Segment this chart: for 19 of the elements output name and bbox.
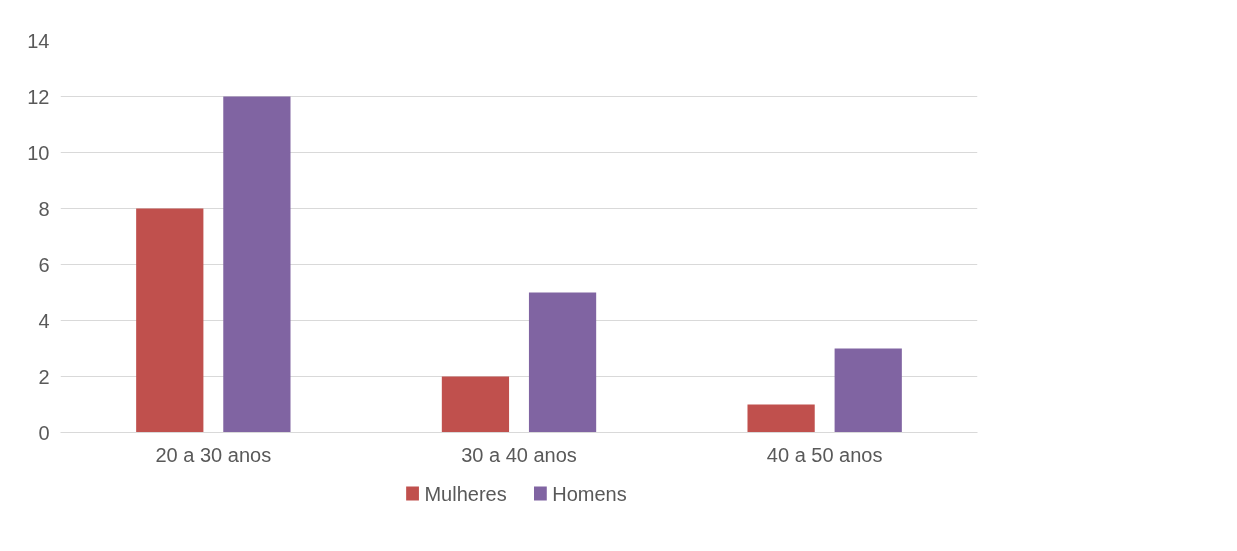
y-tick-label: 10: [27, 141, 50, 164]
bar: [528, 292, 597, 433]
x-tick-label: 40 a 50 anos: [766, 443, 883, 466]
legend-label: Mulheres: [424, 482, 507, 505]
bar: [441, 376, 510, 433]
y-tick-label: 12: [27, 85, 50, 108]
x-tick-label: 30 a 40 anos: [461, 443, 577, 466]
y-tick-label: 14: [27, 29, 50, 52]
y-tick-label: 4: [38, 309, 50, 332]
y-tick-label: 8: [38, 197, 50, 220]
legend-label: Homens: [552, 482, 627, 505]
bar: [223, 96, 291, 433]
y-tick-label: 2: [38, 365, 50, 388]
y-tick-label: 6: [38, 253, 50, 276]
y-tick-label: 0: [38, 421, 50, 444]
bar: [834, 348, 902, 433]
bar: [136, 208, 204, 433]
bar: [747, 404, 815, 433]
x-tick-label: 20 a 30 anos: [155, 443, 272, 466]
